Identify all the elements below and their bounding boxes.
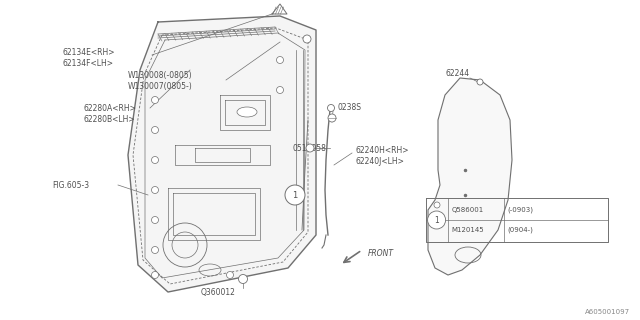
Text: 62240H<RH>: 62240H<RH> (355, 146, 408, 155)
Circle shape (303, 35, 311, 43)
Text: 62134F<LH>: 62134F<LH> (62, 59, 113, 68)
Text: 62280A<RH>: 62280A<RH> (83, 103, 136, 113)
Circle shape (428, 211, 445, 229)
Text: Q360012: Q360012 (200, 289, 236, 298)
Text: 62280B<LH>: 62280B<LH> (83, 115, 134, 124)
Polygon shape (272, 4, 287, 14)
Text: M120145: M120145 (452, 227, 484, 233)
Circle shape (276, 86, 284, 93)
Text: 62134E<RH>: 62134E<RH> (62, 47, 115, 57)
Text: 1: 1 (292, 190, 298, 199)
Circle shape (477, 79, 483, 85)
Text: 0510058: 0510058 (292, 143, 326, 153)
Text: FRONT: FRONT (368, 249, 394, 258)
Circle shape (152, 246, 159, 253)
Circle shape (227, 271, 234, 278)
Circle shape (239, 275, 248, 284)
Circle shape (434, 202, 440, 208)
Text: A605001097: A605001097 (585, 309, 630, 315)
Polygon shape (128, 16, 316, 292)
Circle shape (306, 144, 314, 152)
Text: W130008(-0805): W130008(-0805) (128, 70, 193, 79)
Text: Q586001: Q586001 (452, 207, 484, 213)
Circle shape (152, 97, 159, 103)
Circle shape (152, 156, 159, 164)
Text: 1: 1 (434, 215, 439, 225)
Text: 62240J<LH>: 62240J<LH> (355, 156, 404, 165)
Ellipse shape (237, 107, 257, 117)
Polygon shape (428, 78, 512, 275)
Circle shape (152, 271, 159, 278)
Text: 62244: 62244 (445, 68, 469, 77)
Circle shape (152, 217, 159, 223)
Text: 0238S: 0238S (337, 102, 361, 111)
Circle shape (152, 187, 159, 194)
Circle shape (328, 114, 336, 122)
Text: FIG.605-3: FIG.605-3 (52, 180, 89, 189)
Text: (0904-): (0904-) (508, 227, 534, 233)
Circle shape (285, 185, 305, 205)
Circle shape (276, 57, 284, 63)
Text: (-0903): (-0903) (508, 207, 534, 213)
Circle shape (328, 105, 335, 111)
Text: W130007(0805-): W130007(0805-) (128, 82, 193, 91)
Circle shape (152, 126, 159, 133)
